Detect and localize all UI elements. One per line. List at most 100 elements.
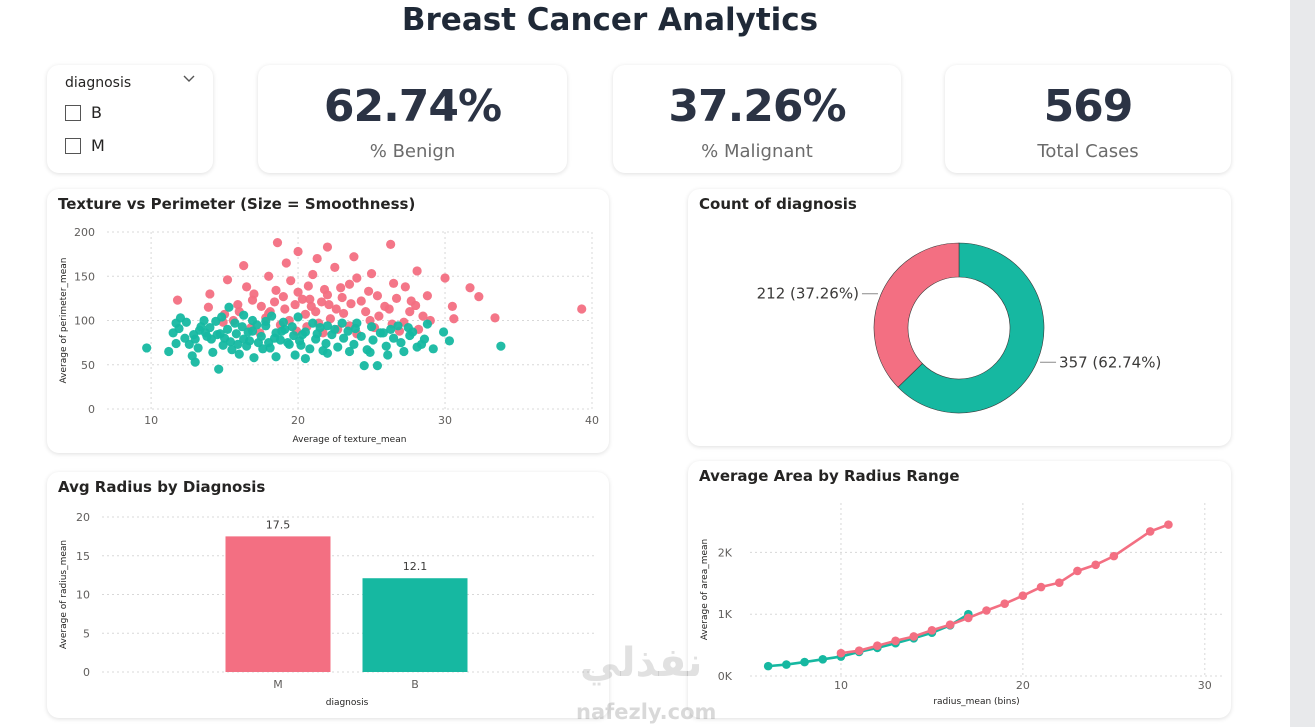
- checkbox-m[interactable]: [65, 137, 81, 154]
- scatter-point-m: [293, 246, 303, 257]
- scatter-point-m: [242, 282, 252, 292]
- bar-data-label: 12.1: [403, 560, 428, 573]
- scatter-point-b: [396, 338, 406, 348]
- line-point-m: [1073, 566, 1082, 576]
- scatter-point-b: [175, 313, 186, 323]
- scatter-point-b: [368, 335, 378, 345]
- kpi-card-benign: 62.74% % Benign: [258, 65, 567, 173]
- line-point-b: [818, 655, 828, 664]
- scatter-point-b: [225, 337, 236, 347]
- x-tick-label: 40: [585, 414, 599, 427]
- scatter-point-b: [378, 328, 388, 338]
- scatter-point-b: [243, 327, 253, 337]
- scatter-point-b: [408, 327, 418, 337]
- scatter-point-m: [364, 286, 374, 296]
- scatter-point-b: [142, 343, 152, 353]
- scatter-point-m: [447, 301, 457, 311]
- donut-slice-m: [873, 242, 960, 388]
- scatter-point-b: [350, 323, 360, 334]
- scatter-point-b: [267, 311, 277, 321]
- line-point-m: [927, 625, 937, 635]
- scroll-gutter[interactable]: [1290, 0, 1315, 727]
- scatter-point-b: [308, 318, 318, 328]
- x-axis-title: diagnosis: [326, 698, 369, 708]
- scatter-point-m: [278, 292, 288, 302]
- scatter-point-m: [490, 313, 500, 323]
- scatter-point-b: [318, 345, 328, 356]
- chevron-down-icon[interactable]: [183, 71, 195, 87]
- y-tick-label: 15: [76, 550, 90, 563]
- line-point-m: [1109, 551, 1119, 561]
- scatter-point-b: [339, 333, 349, 343]
- scatter-point-b: [208, 347, 218, 357]
- scatter-point-m: [264, 271, 274, 281]
- donut-visual[interactable]: Count of diagnosis 357 (62.74%) 212 (37.2…: [688, 189, 1231, 446]
- y-tick-label: 50: [81, 359, 95, 372]
- scatter-point-m: [293, 287, 303, 297]
- scatter-point-m: [386, 239, 396, 249]
- y-tick-label: 100: [74, 315, 95, 328]
- scatter-point-b: [231, 329, 241, 339]
- scatter-point-b: [215, 329, 225, 339]
- line-visual[interactable]: Average Area by Radius Range 0K 1K 2K 10 20 3…: [688, 461, 1231, 718]
- scatter-point-m: [400, 282, 410, 292]
- scatter-point-b: [344, 346, 355, 357]
- scatter-point-m: [247, 295, 258, 305]
- scatter-point-b: [249, 353, 259, 363]
- scatter-point-b: [365, 347, 375, 357]
- slicer-option-m[interactable]: M: [65, 136, 105, 155]
- scatter-point-b: [290, 350, 300, 360]
- y-tick-label: 20: [76, 511, 90, 524]
- visual-title: Texture vs Perimeter (Size = Smoothness): [58, 195, 416, 213]
- x-tick-label: M: [273, 678, 283, 691]
- scatter-point-m: [372, 291, 383, 301]
- bar-visual[interactable]: Avg Radius by Diagnosis 0 5 10 15 20 17.5 M 12.…: [47, 472, 609, 718]
- line-point-m: [1000, 599, 1009, 609]
- scatter-point-b: [330, 324, 340, 334]
- line-point-m: [1164, 520, 1173, 529]
- scatter-point-b: [239, 310, 249, 320]
- line-point-m: [982, 606, 991, 615]
- scatter-point-m: [308, 269, 318, 280]
- scatter-point-b: [233, 339, 243, 349]
- scatter-point-b: [224, 302, 234, 312]
- line-series-b: [768, 613, 969, 668]
- scatter-point-b: [349, 339, 359, 349]
- line-point-m: [891, 636, 900, 646]
- slicer-option-b[interactable]: B: [65, 103, 102, 122]
- scatter-point-m: [384, 304, 394, 314]
- watermark-arabic: نفذلي: [580, 640, 703, 686]
- scatter-point-m: [411, 300, 421, 311]
- scatter-point-b: [171, 338, 181, 349]
- scatter-point-b: [234, 349, 244, 359]
- x-tick-label: 30: [1198, 679, 1212, 692]
- line-point-m: [1054, 578, 1064, 588]
- visual-title: Avg Radius by Diagnosis: [58, 478, 266, 496]
- scatter-point-b: [343, 326, 353, 336]
- scatter-point-m: [346, 299, 356, 309]
- scatter-point-b: [164, 346, 174, 357]
- scatter-point-b: [277, 326, 287, 336]
- scatter-point-b: [383, 350, 393, 360]
- scatter-visual[interactable]: Texture vs Perimeter (Size = Smoothness)…: [47, 189, 609, 453]
- scatter-point-m: [331, 304, 341, 314]
- scatter-point-m: [337, 292, 347, 303]
- line-point-m: [1018, 591, 1028, 600]
- scatter-point-b: [180, 333, 190, 343]
- scatter-point-m: [311, 307, 321, 317]
- y-tick-label: 10: [76, 589, 90, 602]
- scatter-point-m: [305, 294, 315, 304]
- scatter-point-m: [280, 304, 290, 314]
- x-tick-label: 10: [144, 414, 158, 427]
- scatter-point-b: [366, 322, 377, 332]
- scatter-point-m: [316, 297, 327, 307]
- kpi-card-total: 569 Total Cases: [945, 65, 1231, 173]
- scatter-point-m: [286, 276, 296, 286]
- scatter-point-b: [422, 319, 432, 329]
- y-tick-label: 0: [83, 666, 90, 679]
- scatter-point-m: [339, 308, 349, 319]
- checkbox-b[interactable]: [65, 104, 81, 121]
- scatter-point-m: [349, 252, 359, 262]
- scatter-point-m: [465, 283, 475, 293]
- kpi-label: % Malignant: [701, 141, 813, 162]
